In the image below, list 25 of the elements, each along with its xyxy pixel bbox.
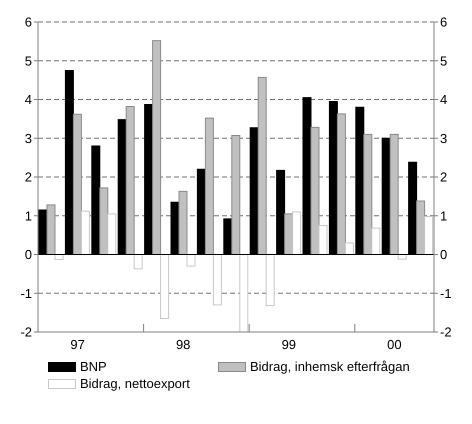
x-tick-label: 99 [282,337,296,352]
legend-label: BNP [80,359,107,374]
y2-tick-label: 0 [440,247,448,262]
y-tick-label: 2 [24,170,32,185]
y2-tick-label: 2 [440,170,448,185]
legend-label: Bidrag, nettoexport [80,376,190,391]
y2-tick-label: -2 [440,324,452,340]
y-tick-label: 6 [24,14,32,30]
y2-tick-label: 1 [440,208,448,224]
y-tick-label: -2 [20,324,32,340]
y2-tick-label: 4 [440,92,448,108]
legend-label: Bidrag, inhemsk efterfrågan [250,359,410,374]
x-tick-label: 97 [70,337,85,352]
y2-tick-label: 6 [440,14,448,30]
y2-tick-label: 3 [440,130,448,146]
y-tick-label: 3 [24,130,32,146]
y-tick-label: -1 [20,286,32,301]
y-tick-label: 4 [24,92,32,108]
y2-tick-label: 5 [440,53,448,68]
y-tick-label: 1 [24,208,32,224]
x-tick-label: 00 [387,337,402,352]
y2-tick-label: -1 [440,286,452,301]
x-tick-label: 98 [176,337,190,352]
y-tick-label: 0 [24,247,32,262]
y-tick-label: 5 [24,53,32,68]
